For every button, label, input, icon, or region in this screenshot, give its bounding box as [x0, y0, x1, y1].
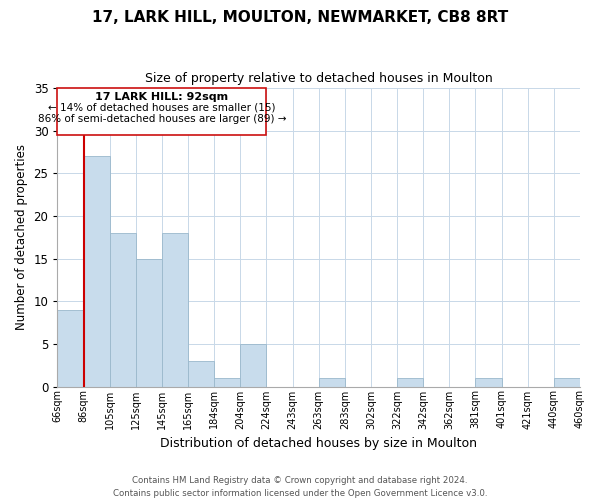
- Bar: [319, 378, 345, 386]
- Bar: [58, 310, 83, 386]
- Text: Contains HM Land Registry data © Crown copyright and database right 2024.
Contai: Contains HM Land Registry data © Crown c…: [113, 476, 487, 498]
- Y-axis label: Number of detached properties: Number of detached properties: [15, 144, 28, 330]
- Bar: [83, 156, 110, 386]
- Text: 86% of semi-detached houses are larger (89) →: 86% of semi-detached houses are larger (…: [38, 114, 286, 124]
- Bar: [136, 258, 162, 386]
- FancyBboxPatch shape: [58, 88, 266, 135]
- Bar: [554, 378, 580, 386]
- Bar: [397, 378, 423, 386]
- Bar: [475, 378, 502, 386]
- X-axis label: Distribution of detached houses by size in Moulton: Distribution of detached houses by size …: [160, 437, 477, 450]
- Bar: [188, 361, 214, 386]
- Bar: [241, 344, 266, 387]
- Title: Size of property relative to detached houses in Moulton: Size of property relative to detached ho…: [145, 72, 493, 86]
- Bar: [162, 233, 188, 386]
- Bar: [214, 378, 241, 386]
- Bar: [110, 233, 136, 386]
- Text: 17, LARK HILL, MOULTON, NEWMARKET, CB8 8RT: 17, LARK HILL, MOULTON, NEWMARKET, CB8 8…: [92, 10, 508, 25]
- Text: ← 14% of detached houses are smaller (15): ← 14% of detached houses are smaller (15…: [48, 102, 276, 113]
- Text: 17 LARK HILL: 92sqm: 17 LARK HILL: 92sqm: [95, 92, 229, 102]
